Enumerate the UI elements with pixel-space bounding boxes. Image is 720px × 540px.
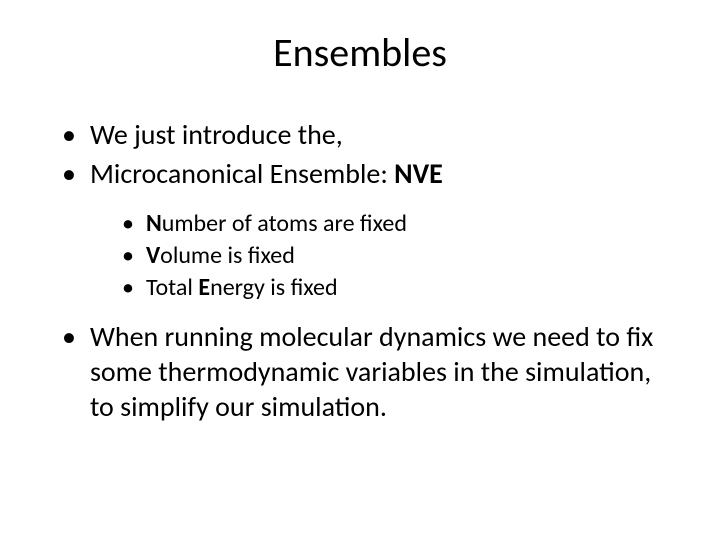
- text-run: umber of atoms are fixed: [162, 209, 407, 238]
- bullet-text: Total Energy is fixed: [146, 273, 338, 303]
- bullet-marker: •: [122, 209, 134, 239]
- sub-bullet-item: • Total Energy is fixed: [122, 273, 680, 303]
- bullet-marker: •: [62, 117, 76, 152]
- bullet-text: We just introduce the,: [90, 117, 343, 152]
- bullet-item: • Microcanonical Ensemble: NVE: [62, 156, 680, 191]
- text-run: Total: [146, 273, 198, 302]
- text-bold: N: [146, 209, 162, 238]
- bullet-marker: •: [62, 319, 76, 424]
- sub-bullet-item: • Number of atoms are fixed: [122, 209, 680, 239]
- bullet-item: • We just introduce the,: [62, 117, 680, 152]
- text-run: Microcanonical Ensemble:: [90, 156, 394, 191]
- bullet-marker: •: [122, 241, 134, 271]
- text-run: olume is fixed: [160, 241, 295, 270]
- sub-bullet-item: • Volume is fixed: [122, 241, 680, 271]
- bullet-text: When running molecular dynamics we need …: [90, 319, 680, 424]
- bullet-item: • When running molecular dynamics we nee…: [62, 319, 680, 424]
- bullet-marker: •: [122, 273, 134, 303]
- text-run: nergy is fixed: [210, 273, 338, 302]
- text-bold: NVE: [394, 156, 443, 191]
- bullet-text: Volume is fixed: [146, 241, 295, 271]
- text-bold: V: [146, 241, 160, 270]
- text-bold: E: [198, 273, 210, 302]
- bullet-text: Microcanonical Ensemble: NVE: [90, 156, 443, 191]
- bullet-text: Number of atoms are fixed: [146, 209, 407, 239]
- bullet-marker: •: [62, 156, 76, 191]
- slide-title: Ensembles: [40, 28, 680, 77]
